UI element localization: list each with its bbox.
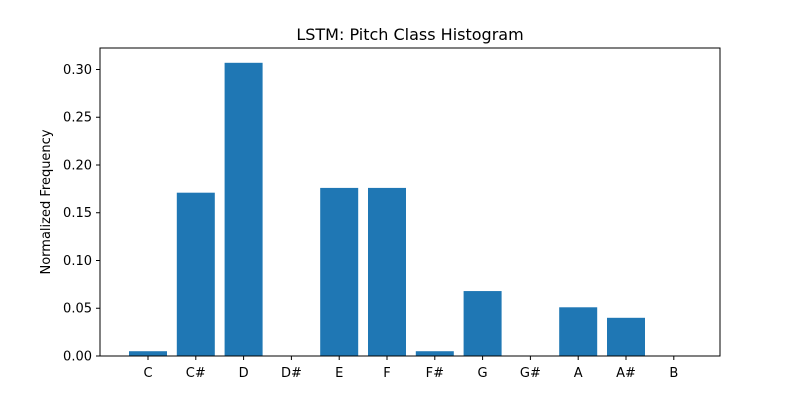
y-tick-label: 0.05 xyxy=(63,302,92,317)
y-axis: 0.00 0.05 0.10 0.15 0.20 0.25 0.30 xyxy=(63,63,100,365)
bar-e xyxy=(320,187,359,356)
x-tick-label: A xyxy=(574,366,583,381)
x-tick-label: E xyxy=(335,366,343,381)
bar-f xyxy=(368,187,406,356)
x-tick-label: D# xyxy=(281,366,302,381)
bar-f-sharp xyxy=(415,351,454,356)
x-tick-label: C# xyxy=(186,366,206,381)
x-tick-label: B xyxy=(669,366,678,381)
y-tick-label: 0.00 xyxy=(63,350,92,365)
plot-area-frame xyxy=(99,47,721,357)
x-tick-label: F xyxy=(383,366,390,381)
x-axis: C C# D D# E F F# G G# A A# B xyxy=(143,356,678,381)
bar-a xyxy=(559,307,598,356)
bar-c xyxy=(129,351,167,356)
x-tick-label: G xyxy=(478,366,488,381)
x-tick-label: G# xyxy=(520,366,541,381)
bar-c-sharp xyxy=(176,192,215,356)
y-tick-label: 0.10 xyxy=(63,254,92,269)
y-axis-label: Normalized Frequency xyxy=(39,129,54,274)
y-tick-label: 0.15 xyxy=(63,206,92,221)
bar-d xyxy=(224,62,263,357)
x-tick-label: F# xyxy=(426,366,444,381)
bars-group xyxy=(129,62,645,357)
bar-g xyxy=(463,291,502,356)
x-tick-label: D xyxy=(239,366,249,381)
y-tick-label: 0.25 xyxy=(63,111,92,126)
y-tick-label: 0.30 xyxy=(63,63,92,78)
chart-title: LSTM: Pitch Class Histogram xyxy=(296,25,523,44)
y-tick-label: 0.20 xyxy=(63,158,92,173)
x-tick-label: C xyxy=(143,366,152,381)
x-tick-label: A# xyxy=(616,366,636,381)
bar-a-sharp xyxy=(607,317,645,356)
